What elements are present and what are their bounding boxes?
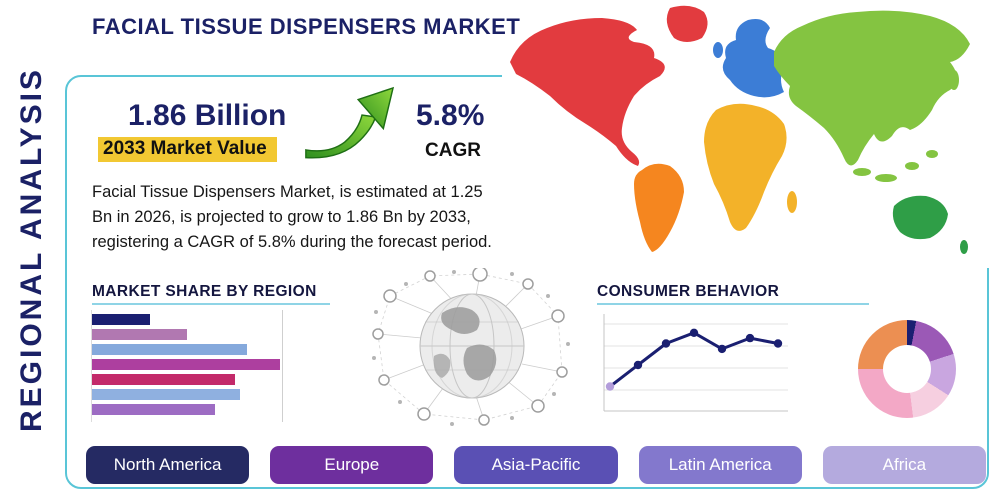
bar-region-7: [92, 404, 215, 415]
bar-chart-gridline: [282, 310, 283, 422]
growth-arrow-icon: [302, 86, 395, 160]
globe-network-icon: [372, 268, 572, 430]
consumer-behavior-section-title: CONSUMER BEHAVIOR: [597, 283, 780, 300]
bar-region-6: [92, 389, 240, 400]
line-point-6: [745, 333, 755, 343]
region-button-europe[interactable]: Europe: [270, 446, 434, 484]
world-map-svg: [510, 5, 970, 254]
regional-analysis-vertical-label: REGIONAL ANALYSIS: [15, 67, 48, 433]
consumer-behavior-line-chart: [598, 308, 793, 420]
donut-hole: [883, 345, 931, 393]
region-button-africa[interactable]: Africa: [822, 446, 987, 484]
bar-region-5: [92, 374, 235, 385]
region-buttons-row: North America Europe Asia-Pacific Latin …: [86, 446, 987, 484]
cagr-caption: CAGR: [425, 140, 481, 161]
line-point-2: [633, 360, 643, 370]
region-button-latin-america[interactable]: Latin America: [638, 446, 802, 484]
market-share-underline: [92, 303, 330, 305]
bar-chart-axis: [91, 310, 92, 422]
page-title: FACIAL TISSUE DISPENSERS MARKET: [92, 14, 521, 39]
line-point-7: [773, 339, 783, 348]
market-value-caption-highlight: 2033 Market Value: [98, 137, 277, 162]
line-point-3: [661, 339, 671, 348]
line-point-5: [717, 344, 727, 354]
bar-region-2: [92, 329, 187, 340]
market-share-section-title: MARKET SHARE BY REGION: [92, 283, 317, 300]
market-description: Facial Tissue Dispensers Market, is esti…: [92, 183, 492, 251]
cagr-stat: 5.8%: [416, 99, 485, 132]
bar-region-3: [92, 344, 247, 355]
market-value-stat: 1.86 Billion: [128, 99, 287, 132]
donut-chart: [858, 320, 956, 418]
line-point-1: [605, 382, 615, 391]
region-button-asia-pacific[interactable]: Asia-Pacific: [454, 446, 618, 484]
market-share-bar-chart: [92, 314, 342, 418]
world-map-illustration: [502, 0, 1000, 268]
bar-region-4: [92, 359, 280, 370]
consumer-behavior-underline: [597, 303, 869, 305]
line-point-4: [689, 328, 699, 337]
line-markers: [605, 328, 783, 391]
region-button-north-america[interactable]: North America: [86, 446, 250, 484]
market-value-caption: 2033 Market Value: [98, 137, 277, 162]
bar-region-1: [92, 314, 150, 325]
